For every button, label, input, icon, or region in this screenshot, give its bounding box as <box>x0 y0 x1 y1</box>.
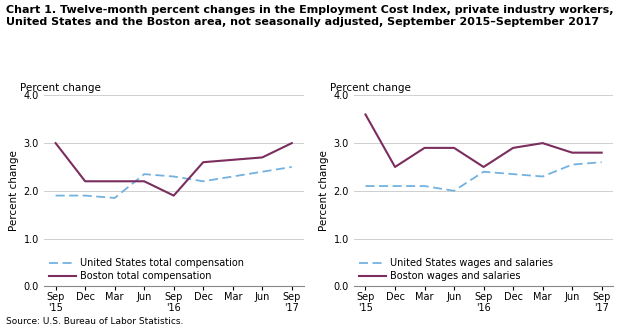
Text: Chart 1. Twelve-month percent changes in the Employment Cost Index, private indu: Chart 1. Twelve-month percent changes in… <box>6 5 613 27</box>
Text: Source: U.S. Bureau of Labor Statistics.: Source: U.S. Bureau of Labor Statistics. <box>6 317 183 326</box>
Legend: United States wages and salaries, Boston wages and salaries: United States wages and salaries, Boston… <box>359 259 553 281</box>
Legend: United States total compensation, Boston total compensation: United States total compensation, Boston… <box>49 259 244 281</box>
Text: Percent change: Percent change <box>331 83 411 93</box>
Y-axis label: Percent change: Percent change <box>9 150 19 231</box>
Text: Percent change: Percent change <box>21 83 101 93</box>
Y-axis label: Percent change: Percent change <box>319 150 329 231</box>
